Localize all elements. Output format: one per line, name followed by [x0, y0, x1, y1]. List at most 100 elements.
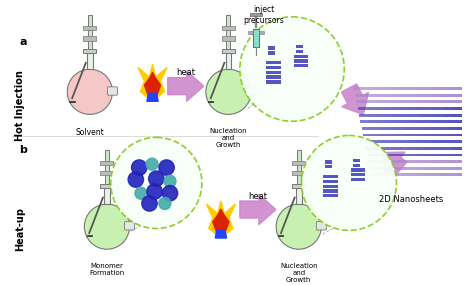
FancyBboxPatch shape [351, 173, 365, 176]
FancyBboxPatch shape [397, 134, 406, 137]
FancyBboxPatch shape [435, 147, 443, 150]
FancyBboxPatch shape [418, 107, 426, 110]
Circle shape [146, 158, 158, 170]
FancyBboxPatch shape [426, 147, 435, 150]
FancyBboxPatch shape [422, 167, 430, 170]
FancyBboxPatch shape [222, 36, 235, 40]
FancyBboxPatch shape [387, 87, 396, 90]
FancyBboxPatch shape [436, 154, 445, 156]
FancyBboxPatch shape [428, 154, 436, 156]
FancyBboxPatch shape [465, 127, 473, 130]
FancyBboxPatch shape [416, 100, 425, 103]
Circle shape [206, 69, 251, 114]
FancyBboxPatch shape [457, 174, 466, 176]
FancyBboxPatch shape [457, 94, 466, 97]
FancyBboxPatch shape [296, 50, 303, 53]
FancyBboxPatch shape [294, 54, 308, 58]
FancyBboxPatch shape [380, 134, 389, 137]
FancyBboxPatch shape [462, 114, 470, 117]
FancyBboxPatch shape [399, 100, 407, 103]
FancyBboxPatch shape [390, 140, 399, 143]
FancyBboxPatch shape [438, 120, 446, 123]
FancyBboxPatch shape [376, 154, 384, 156]
FancyBboxPatch shape [379, 167, 387, 170]
FancyBboxPatch shape [411, 120, 420, 123]
FancyBboxPatch shape [422, 87, 430, 90]
FancyBboxPatch shape [382, 100, 390, 103]
FancyBboxPatch shape [404, 127, 413, 130]
Circle shape [84, 204, 129, 249]
FancyBboxPatch shape [414, 174, 423, 176]
FancyBboxPatch shape [376, 114, 384, 117]
FancyBboxPatch shape [372, 174, 380, 176]
Text: inject
precursors: inject precursors [243, 5, 284, 25]
FancyBboxPatch shape [404, 87, 413, 90]
FancyBboxPatch shape [296, 45, 303, 48]
FancyBboxPatch shape [379, 127, 387, 130]
FancyBboxPatch shape [384, 114, 393, 117]
FancyBboxPatch shape [435, 107, 443, 110]
FancyBboxPatch shape [369, 160, 377, 163]
FancyBboxPatch shape [397, 94, 406, 97]
FancyBboxPatch shape [429, 160, 438, 163]
Circle shape [240, 17, 344, 121]
FancyBboxPatch shape [226, 53, 231, 69]
FancyBboxPatch shape [394, 120, 403, 123]
FancyBboxPatch shape [266, 71, 281, 74]
FancyBboxPatch shape [460, 147, 469, 150]
Circle shape [111, 137, 202, 229]
FancyBboxPatch shape [247, 31, 253, 34]
FancyBboxPatch shape [442, 140, 450, 143]
FancyBboxPatch shape [409, 147, 418, 150]
FancyBboxPatch shape [323, 194, 337, 198]
FancyBboxPatch shape [411, 160, 420, 163]
FancyBboxPatch shape [413, 167, 422, 170]
FancyBboxPatch shape [447, 127, 456, 130]
FancyBboxPatch shape [429, 120, 438, 123]
FancyBboxPatch shape [401, 154, 410, 156]
FancyBboxPatch shape [369, 120, 377, 123]
FancyBboxPatch shape [383, 147, 392, 150]
FancyBboxPatch shape [389, 174, 397, 176]
FancyBboxPatch shape [249, 13, 263, 16]
FancyBboxPatch shape [472, 160, 474, 163]
Polygon shape [206, 201, 236, 238]
FancyBboxPatch shape [423, 134, 432, 137]
FancyBboxPatch shape [432, 134, 440, 137]
FancyBboxPatch shape [392, 147, 400, 150]
FancyBboxPatch shape [463, 120, 472, 123]
FancyBboxPatch shape [377, 120, 386, 123]
FancyBboxPatch shape [266, 61, 281, 64]
FancyBboxPatch shape [389, 94, 397, 97]
FancyBboxPatch shape [463, 160, 472, 163]
FancyBboxPatch shape [449, 94, 457, 97]
FancyBboxPatch shape [367, 154, 376, 156]
Polygon shape [382, 152, 407, 175]
FancyBboxPatch shape [403, 120, 411, 123]
FancyBboxPatch shape [296, 188, 301, 204]
FancyBboxPatch shape [414, 94, 423, 97]
FancyBboxPatch shape [470, 154, 474, 156]
FancyBboxPatch shape [379, 87, 387, 90]
FancyBboxPatch shape [387, 127, 396, 130]
FancyBboxPatch shape [396, 87, 404, 90]
FancyBboxPatch shape [266, 80, 281, 84]
FancyBboxPatch shape [460, 107, 469, 110]
Circle shape [276, 204, 321, 249]
FancyBboxPatch shape [362, 87, 370, 90]
FancyBboxPatch shape [87, 53, 93, 69]
FancyBboxPatch shape [323, 190, 337, 193]
Polygon shape [145, 72, 161, 98]
FancyBboxPatch shape [446, 160, 455, 163]
FancyBboxPatch shape [104, 188, 110, 204]
FancyBboxPatch shape [292, 171, 305, 175]
FancyBboxPatch shape [452, 107, 460, 110]
FancyBboxPatch shape [399, 140, 407, 143]
FancyBboxPatch shape [353, 164, 360, 167]
FancyBboxPatch shape [357, 107, 366, 110]
FancyBboxPatch shape [409, 107, 418, 110]
FancyBboxPatch shape [439, 87, 447, 90]
FancyBboxPatch shape [473, 167, 474, 170]
Polygon shape [215, 230, 227, 238]
FancyBboxPatch shape [266, 76, 281, 79]
